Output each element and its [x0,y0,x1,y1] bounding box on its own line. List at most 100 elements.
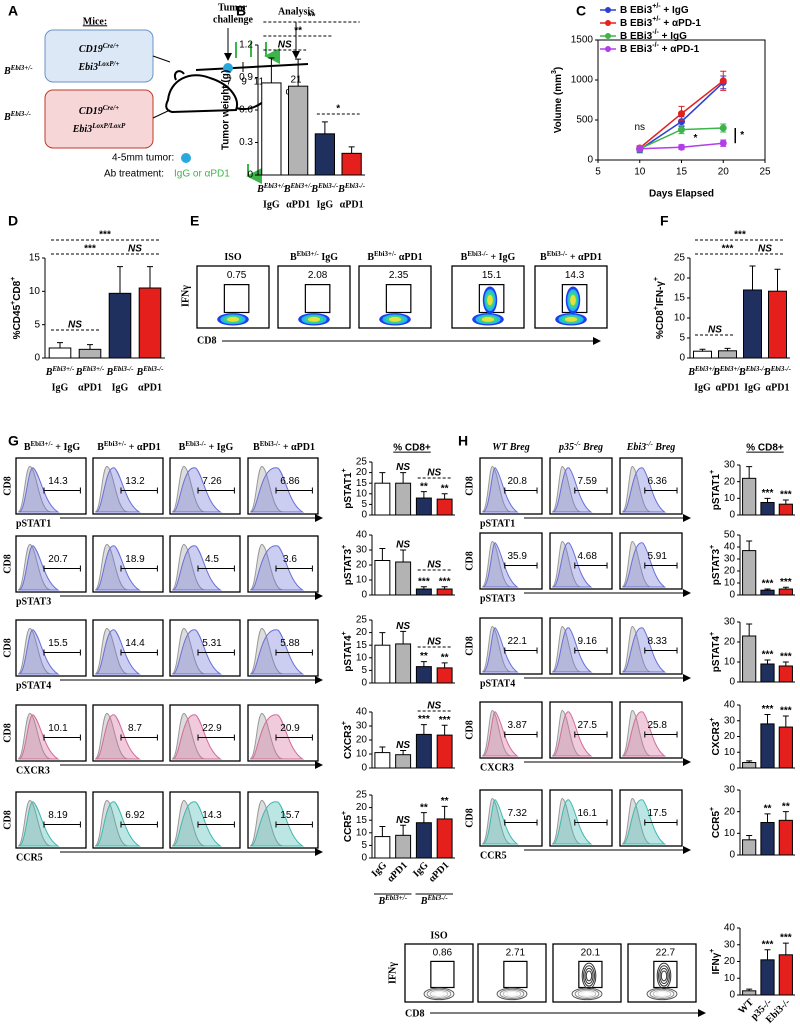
population [583,965,595,987]
histogram-sample [95,467,142,513]
text-part: B [256,184,264,195]
gate-value: 2.08 [308,270,328,281]
population [577,989,597,998]
panel-letter: B [236,3,246,19]
point [719,124,727,132]
gate-value: 8.33 [647,636,667,647]
y-tick-label: 10 [724,578,736,589]
population [584,967,594,984]
text-part: LoxP/LoxP [91,122,126,130]
histogram-sample [172,545,223,591]
x-group-label: BEbi3-/- [136,365,165,379]
x-axis-title: CCR5 [480,850,507,861]
flow-plot-frame [477,943,547,1003]
bar [778,665,793,683]
bar [415,497,432,516]
column-header: Ebi3-/- Breg [626,440,676,454]
y-tick-label: 15 [674,293,686,304]
gate-value: 2.71 [506,947,526,958]
significance-label: ** [294,26,302,37]
column-header: p35-/- Breg [558,440,603,454]
x-axis-title: pSTAT3 [480,593,515,604]
column-header: BEbi3-/- + IgG [179,440,234,454]
error-bar [746,540,753,551]
text-part: Ebi3 [626,442,646,453]
y-axis-title: pSTAT4+ [341,631,354,671]
bar [760,723,775,769]
gate-value: 6.86 [280,476,300,487]
significance-label: ** [441,652,449,663]
bar [436,818,453,859]
gate-value: 15.5 [48,638,68,649]
text-part: + IgG [659,31,687,42]
plot-frame [597,39,766,161]
point [719,77,727,85]
y-tick-label: 0.3 [239,137,253,148]
x-axis-title: pSTAT1 [480,518,515,529]
y-axis-title: CD8 [2,554,13,573]
y-tick-label: 10 [356,827,368,838]
error-bar [782,661,789,666]
error-bar [782,942,789,955]
histogram-sample [622,467,667,513]
population [652,989,672,998]
bar [261,82,282,176]
gate [43,821,81,828]
text-part: B [687,367,695,378]
error-bar [441,662,448,668]
column-header: ISO [224,252,241,263]
y-tick-label: 25 [356,615,368,626]
text-part: pSTAT1 [711,473,722,510]
significance-label: *** [734,230,746,241]
legend-label: B EBi3+/- + αPD-1 [620,16,701,29]
bar [48,347,72,359]
genotype: CD19Cre/+ [79,42,119,56]
error-bar [87,344,93,350]
gate-value: 20.1 [581,947,601,958]
significance-label: NS [758,244,772,255]
text-part: Ebi3 [78,62,98,73]
significance-label: *** [439,715,451,726]
significance-label: *** [762,650,774,661]
x-group-label: BEbi3+/- [712,365,742,379]
tumor-dot [223,63,233,73]
gate [574,562,608,569]
gate-value: 5.88 [280,638,300,649]
bar [395,482,412,516]
histogram-sample [552,711,593,757]
text-part: + αPD-1 [661,18,702,29]
histogram-control [249,465,284,513]
population [505,991,519,997]
y-tick-label: 40 [724,700,736,711]
y-axis-title: Tumor weight (g) [221,70,232,150]
significance-label: *** [762,704,774,715]
text-part: + IgG [206,442,234,453]
text-part: + [341,721,348,725]
text-part: WT Breg [492,442,530,453]
y-tick-label: 40 [356,530,368,541]
day-label: 21 [290,75,302,86]
x-group-label: BEbi3-/- [310,182,339,196]
bar [778,819,793,856]
gate [43,734,81,741]
text-part: + [653,306,660,310]
significance-label: *** [762,488,774,499]
x-axis-title: CXCR3 [480,762,514,773]
error-bar [379,472,386,484]
population [580,991,594,997]
gate [385,284,412,314]
error-bar [774,268,781,292]
y-axis-title: IFNγ [387,962,398,984]
gate-value: 20.7 [48,554,68,565]
y-tick-label: 20 [724,956,736,967]
histogram-sample [95,801,142,847]
error-bar [764,949,771,960]
gate-value: 8.7 [128,723,142,734]
error-bar [764,659,771,664]
y-tick-label: 30 [724,715,736,726]
text-part: B [310,184,318,195]
x-group-label: BEbi3-/- [420,894,449,908]
text-part: Cre/+ [103,42,119,50]
y-tick-label: 10 [724,747,736,758]
histogram-control [551,797,582,845]
